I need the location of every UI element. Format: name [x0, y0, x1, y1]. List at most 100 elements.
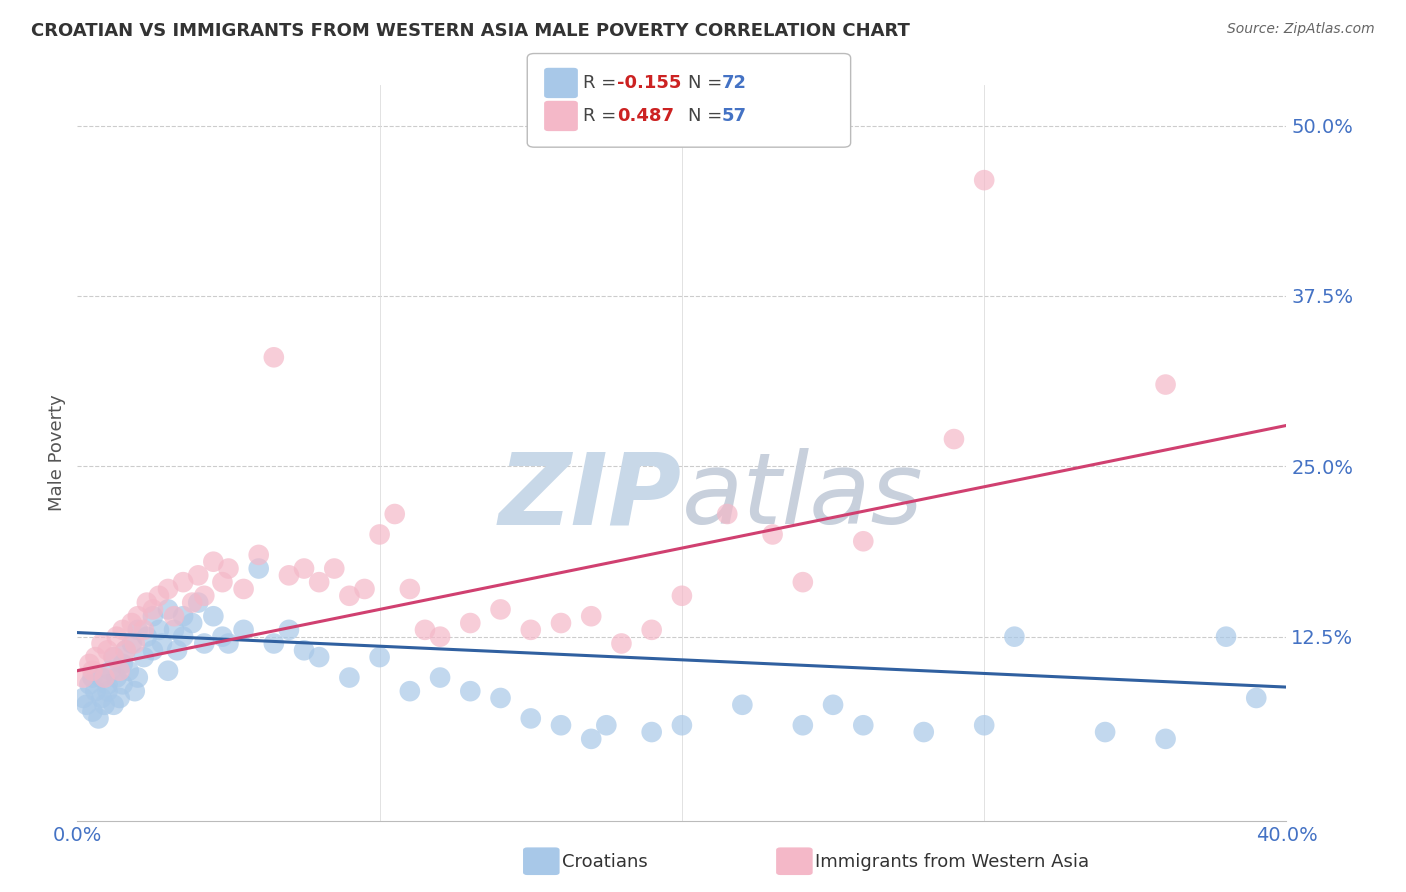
Point	[308, 650, 330, 665]
Point	[912, 725, 935, 739]
Point	[942, 432, 965, 446]
Point	[232, 582, 254, 596]
Point	[93, 671, 115, 685]
Point	[111, 623, 134, 637]
Point	[520, 711, 543, 725]
Point	[429, 630, 451, 644]
Point	[218, 561, 240, 575]
Point	[731, 698, 754, 712]
Point	[1004, 630, 1026, 644]
Point	[399, 582, 422, 596]
Point	[792, 575, 814, 590]
Point	[399, 684, 422, 698]
Point	[292, 643, 315, 657]
Point	[142, 609, 165, 624]
Point	[193, 589, 215, 603]
Point	[821, 698, 844, 712]
Point	[792, 718, 814, 732]
Point	[121, 615, 143, 630]
Point	[218, 636, 240, 650]
Point	[202, 555, 225, 569]
Text: Source: ZipAtlas.com: Source: ZipAtlas.com	[1227, 22, 1375, 37]
Point	[84, 684, 107, 698]
Point	[121, 636, 143, 650]
Point	[1094, 725, 1116, 739]
Point	[90, 691, 112, 706]
Point	[353, 582, 375, 596]
Point	[232, 623, 254, 637]
Point	[72, 691, 94, 706]
Point	[384, 507, 406, 521]
Point	[157, 602, 180, 616]
Point	[1154, 731, 1177, 746]
Point	[263, 351, 285, 365]
Point	[211, 630, 233, 644]
Point	[150, 636, 173, 650]
Point	[82, 664, 104, 678]
Point	[114, 643, 136, 657]
Point	[308, 575, 330, 590]
Point	[187, 568, 209, 582]
Point	[520, 623, 543, 637]
Point	[100, 664, 122, 678]
Point	[193, 636, 215, 650]
Point	[79, 657, 101, 671]
Point	[181, 615, 204, 630]
Point	[172, 609, 194, 624]
Text: -0.155: -0.155	[617, 74, 682, 92]
Point	[610, 636, 633, 650]
Point	[142, 602, 165, 616]
Point	[337, 671, 360, 685]
Point	[671, 718, 693, 732]
Point	[114, 643, 136, 657]
Point	[292, 561, 315, 575]
Text: atlas: atlas	[682, 449, 924, 545]
Point	[96, 684, 118, 698]
Point	[1246, 691, 1268, 706]
Point	[762, 527, 785, 541]
Point	[124, 636, 146, 650]
Point	[641, 725, 664, 739]
Y-axis label: Male Poverty: Male Poverty	[48, 394, 66, 511]
Point	[550, 615, 572, 630]
Point	[211, 575, 233, 590]
Point	[90, 636, 112, 650]
Point	[142, 643, 165, 657]
Point	[413, 623, 436, 637]
Text: 0.487: 0.487	[617, 107, 675, 125]
Point	[1154, 377, 1177, 392]
Point	[127, 671, 149, 685]
Point	[111, 657, 134, 671]
Point	[103, 650, 125, 665]
Point	[127, 609, 149, 624]
Point	[79, 677, 101, 691]
Text: CROATIAN VS IMMIGRANTS FROM WESTERN ASIA MALE POVERTY CORRELATION CHART: CROATIAN VS IMMIGRANTS FROM WESTERN ASIA…	[31, 22, 910, 40]
Point	[163, 623, 186, 637]
Point	[132, 623, 155, 637]
Point	[103, 698, 125, 712]
Point	[489, 691, 512, 706]
Point	[458, 615, 481, 630]
Point	[368, 527, 391, 541]
Point	[263, 636, 285, 650]
Text: R =: R =	[583, 74, 623, 92]
Point	[458, 684, 481, 698]
Point	[172, 630, 194, 644]
Point	[148, 623, 170, 637]
Point	[172, 575, 194, 590]
Point	[93, 698, 115, 712]
Point	[489, 602, 512, 616]
Point	[581, 731, 603, 746]
Point	[72, 671, 94, 685]
Point	[247, 548, 270, 562]
Point	[87, 711, 110, 725]
Point	[581, 609, 603, 624]
Point	[550, 718, 572, 732]
Text: Croatians: Croatians	[562, 853, 648, 871]
Point	[135, 596, 157, 610]
Point	[157, 664, 180, 678]
Point	[135, 630, 157, 644]
Point	[111, 677, 134, 691]
Point	[96, 677, 118, 691]
Text: ZIP: ZIP	[499, 449, 682, 545]
